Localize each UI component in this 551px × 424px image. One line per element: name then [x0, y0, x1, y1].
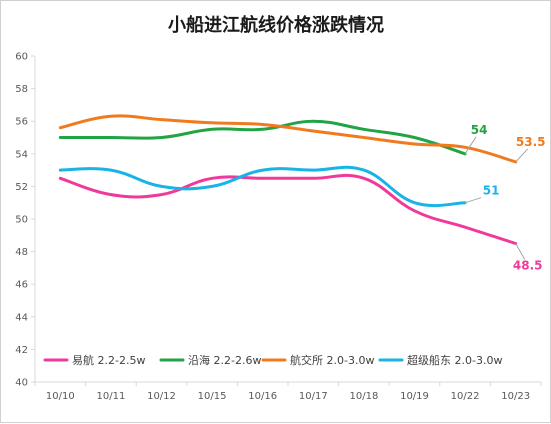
chart-title: 小船进江航线价格涨跌情况	[168, 14, 384, 36]
x-tick-label: 10/18	[349, 391, 378, 402]
x-tick-label: 10/17	[299, 391, 328, 402]
legend-label: 沿海 2.2-2.6w	[188, 353, 261, 367]
data-label-leader	[515, 243, 526, 260]
y-tick-label: 54	[15, 149, 28, 160]
series-line	[58, 173, 518, 245]
legend-label: 航交所 2.0-3.0w	[290, 353, 374, 367]
y-tick-label: 58	[15, 84, 28, 95]
x-tick-label: 10/19	[400, 391, 429, 402]
y-tick-label: 46	[15, 280, 28, 291]
x-tick-label: 10/22	[451, 391, 480, 402]
data-label: 48.5	[513, 258, 543, 272]
series-lines	[58, 114, 518, 245]
x-tick-label: 10/16	[248, 391, 277, 402]
data-label-leader	[515, 148, 529, 163]
y-tick-label: 60	[15, 52, 28, 63]
x-tick-label: 10/11	[96, 391, 125, 402]
legend: 易航 2.2-2.5w 沿海 2.2-2.6w 航交所 2.0-3.0w 超级船东 2…	[43, 353, 502, 367]
data-label: 53.5	[516, 135, 546, 149]
data-label-leader	[464, 197, 482, 204]
series-line	[58, 114, 518, 164]
data-label: 51	[483, 184, 500, 198]
axes: 40 42 44 46 48 50 52 54 56 58 60 10/10 10/11 10/12 10/…	[15, 52, 542, 402]
y-tick-label: 56	[15, 117, 28, 128]
y-tick-label: 48	[15, 247, 28, 258]
y-tick-label: 44	[15, 312, 28, 323]
data-label: 54	[471, 123, 488, 137]
series-line	[58, 119, 467, 156]
series-line	[58, 165, 467, 208]
y-tick-label: 40	[15, 378, 28, 389]
x-tick-label: 10/12	[147, 391, 176, 402]
y-tick-label: 50	[15, 215, 28, 226]
legend-label: 易航 2.2-2.5w	[72, 353, 145, 367]
x-tick-label: 10/23	[501, 391, 530, 402]
y-tick-label: 42	[15, 345, 28, 356]
x-tick-label: 10/10	[46, 391, 75, 402]
end-labels: 48.5 54 53.5 51	[464, 123, 546, 272]
legend-label: 超级船东 2.0-3.0w	[407, 353, 502, 367]
y-tick-label: 52	[15, 182, 28, 193]
x-tick-label: 10/15	[198, 391, 227, 402]
data-label-leader	[464, 136, 477, 155]
